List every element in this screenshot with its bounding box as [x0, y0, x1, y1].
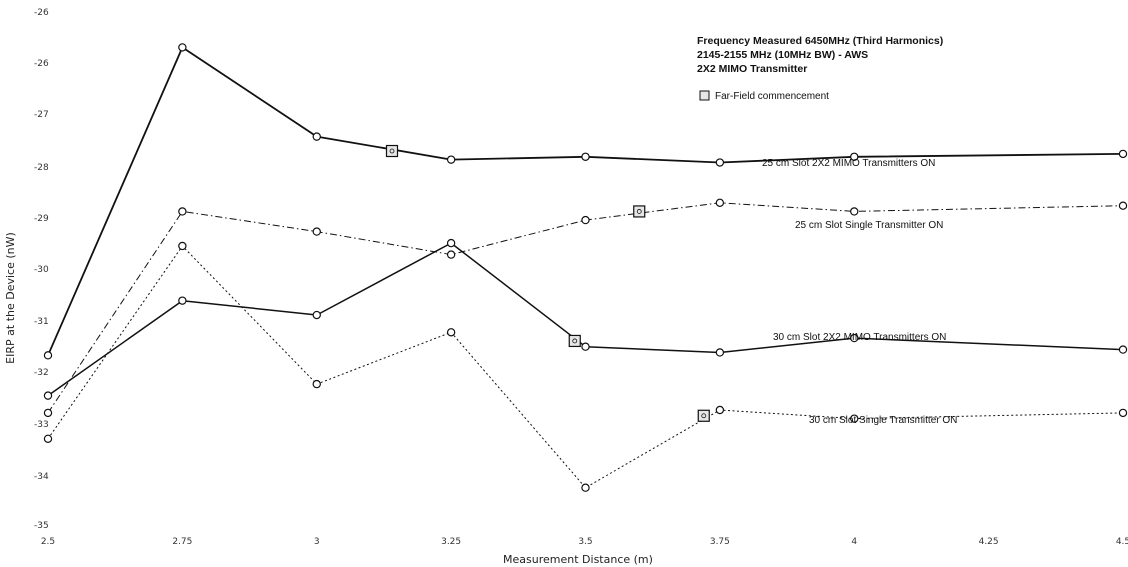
y-tick-label: -33 — [34, 420, 49, 430]
y-tick-label: -30 — [34, 265, 49, 275]
data-point — [1118, 345, 1128, 354]
data-point — [312, 379, 321, 389]
data-point — [715, 405, 725, 415]
data-point — [178, 43, 187, 52]
x-tick-label: 2.75 — [172, 537, 192, 547]
legend-far-field-marker — [699, 90, 710, 101]
data-point — [1118, 201, 1128, 210]
data-point — [446, 155, 456, 164]
series-3 — [43, 238, 1128, 400]
data-point — [446, 328, 456, 337]
data-point — [715, 198, 725, 208]
title-line-2: 2145-2155 MHz (10MHz BW) - AWS — [697, 49, 868, 61]
y-tick-label: -27 — [34, 110, 49, 120]
data-point — [1118, 408, 1128, 418]
y-tick-label: -28 — [34, 163, 49, 173]
far-field-marker — [633, 205, 646, 218]
y-tick-label: -26 — [34, 59, 49, 69]
y-axis-title: EIRP at the Device (nW) — [4, 232, 17, 364]
far-field-marker — [385, 144, 399, 158]
data-point — [715, 348, 725, 357]
data-point — [178, 241, 187, 251]
data-point — [581, 483, 590, 492]
far-field-marker — [697, 409, 710, 422]
series-2 — [43, 198, 1128, 418]
x-tick-label: 4.5 — [1116, 537, 1128, 547]
y-tick-label: -31 — [34, 317, 49, 327]
data-point — [850, 152, 859, 161]
data-point — [446, 250, 456, 259]
data-point — [581, 152, 590, 161]
series-line — [47, 242, 1124, 397]
data-point — [43, 351, 53, 360]
series-line — [47, 245, 1124, 489]
series-4 — [43, 241, 1128, 492]
y-tick-label: -35 — [34, 521, 49, 531]
far-field-marker-dot — [389, 148, 395, 154]
x-axis-ticks: 2.5 2.75 3 3.25 3.5 3.75 4 4.25 4.5 — [41, 537, 1128, 547]
series-label-3: 30 cm Slot 2X2 MIMO Transmitters ON — [773, 332, 946, 343]
chart-title: Frequency Measured 6450MHz (Third Harmon… — [697, 35, 943, 75]
data-point — [581, 342, 590, 351]
data-point — [312, 227, 321, 236]
data-point — [1118, 149, 1128, 159]
y-tick-label: -34 — [34, 472, 49, 482]
x-tick-label: 3 — [314, 537, 320, 547]
series-layer — [43, 43, 1128, 492]
series-label-4: 30 cm Slot Single Transmitter ON — [809, 415, 957, 426]
far-field-marker — [568, 334, 581, 348]
data-point — [43, 391, 53, 400]
data-point — [446, 238, 456, 248]
far-field-marker-dot — [701, 413, 707, 419]
data-point — [178, 207, 187, 216]
y-tick-label: -32 — [34, 368, 49, 378]
x-tick-label: 3.25 — [441, 537, 461, 547]
data-point — [178, 296, 187, 305]
series-1 — [43, 43, 1128, 360]
y-tick-label: -29 — [34, 214, 49, 224]
data-point — [43, 434, 53, 443]
far-field-marker-dot — [572, 338, 578, 344]
data-point — [850, 414, 859, 423]
x-tick-label: 3.5 — [578, 537, 592, 547]
y-tick-label: -26 — [34, 8, 49, 18]
x-axis-title: Measurement Distance (m) — [503, 553, 653, 566]
x-tick-label: 4 — [851, 537, 857, 547]
x-tick-label: 3.75 — [710, 537, 730, 547]
y-axis-ticks: -26 -26 -27 -28 -29 -30 -31 -32 -33 -34 -35 — [34, 8, 49, 531]
series-label-1: 25 cm Slot 2X2 MIMO Transmitters ON — [762, 158, 935, 169]
data-point — [43, 408, 53, 418]
data-point — [581, 215, 590, 225]
data-point — [850, 333, 859, 343]
title-line-3: 2X2 MIMO Transmitter — [697, 63, 807, 75]
series-label-2: 25 cm Slot Single Transmitter ON — [795, 220, 943, 231]
legend: Far-Field commencement — [699, 90, 829, 102]
legend-far-field-label: Far-Field commencement — [715, 91, 829, 102]
series-line — [47, 202, 1124, 414]
far-field-marker-dot — [636, 209, 642, 214]
data-point — [312, 310, 321, 320]
x-tick-label: 4.25 — [979, 537, 999, 547]
series-line — [47, 46, 1124, 356]
title-line-1: Frequency Measured 6450MHz (Third Harmon… — [697, 35, 943, 47]
data-point — [850, 207, 859, 216]
data-point — [312, 132, 321, 141]
x-tick-label: 2.5 — [41, 537, 55, 547]
data-point — [715, 158, 725, 167]
